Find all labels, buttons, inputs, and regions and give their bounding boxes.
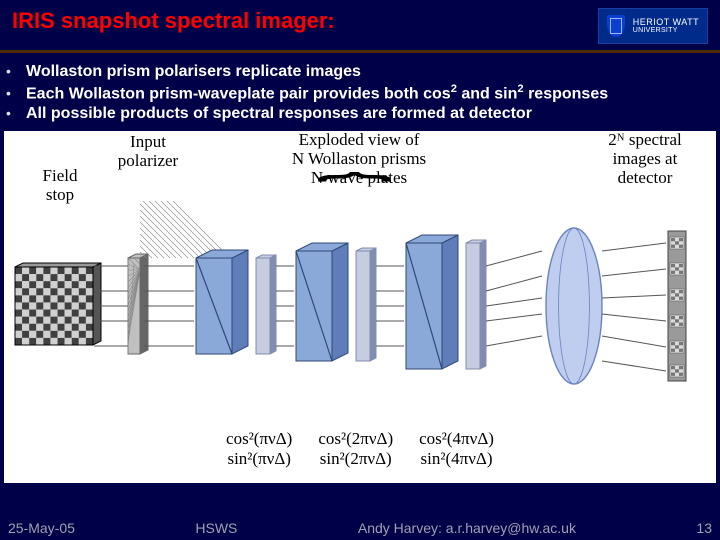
logo-text: HERIOT WATT UNIVERSITY: [633, 18, 699, 35]
bullet-text: All possible products of spectral respon…: [26, 105, 532, 123]
footer-mid: HSWS: [195, 520, 237, 536]
math-expr: sin²(2πνΔ): [318, 449, 393, 469]
math-col: cos²(2πνΔ) sin²(2πνΔ): [318, 429, 393, 469]
math-expr: cos²(πνΔ): [226, 429, 292, 449]
bullet-list: • Wollaston prism polarisers replicate i…: [0, 63, 720, 123]
optics-diagram: Fieldstop Inputpolarizer Exploded view o…: [4, 131, 716, 483]
bullet-text: Each Wollaston prism-waveplate pair prov…: [26, 83, 608, 103]
math-expr: sin²(πνΔ): [226, 449, 292, 469]
shield-icon: [607, 15, 625, 37]
label-field-stop: Fieldstop: [30, 167, 90, 204]
bullet-text: Wollaston prism polarisers replicate ima…: [26, 63, 361, 81]
list-item: • All possible products of spectral resp…: [4, 105, 712, 123]
bullet-dot-icon: •: [6, 105, 12, 121]
footer-date: 25-May-05: [8, 520, 75, 536]
math-col: cos²(4πνΔ) sin²(4πνΔ): [419, 429, 494, 469]
math-expr: cos²(2πνΔ): [318, 429, 393, 449]
bullet-dot-icon: •: [6, 85, 12, 101]
math-expr: cos²(4πνΔ): [419, 429, 494, 449]
list-item: • Wollaston prism polarisers replicate i…: [4, 63, 712, 81]
bullet-dot-icon: •: [6, 63, 12, 79]
label-input-polarizer: Inputpolarizer: [108, 133, 188, 170]
header-divider: [0, 50, 720, 53]
slide-title: IRIS snapshot spectral imager:: [12, 8, 335, 34]
university-logo: HERIOT WATT UNIVERSITY: [598, 8, 708, 44]
footer-author: Andy Harvey: a.r.harvey@hw.ac.uk: [358, 520, 576, 536]
math-expr: sin²(4πνΔ): [419, 449, 494, 469]
optics-svg: [4, 201, 716, 411]
footer-page: 13: [696, 520, 712, 536]
math-row: cos²(πνΔ) sin²(πνΔ) cos²(2πνΔ) sin²(2πνΔ…: [4, 429, 716, 469]
math-col: cos²(πνΔ) sin²(πνΔ): [226, 429, 292, 469]
list-item: • Each Wollaston prism-waveplate pair pr…: [4, 83, 712, 103]
slide-footer: 25-May-05 HSWS Andy Harvey: a.r.harvey@h…: [8, 520, 712, 536]
label-detector: 2ᴺ spectralimages atdetector: [590, 131, 700, 187]
